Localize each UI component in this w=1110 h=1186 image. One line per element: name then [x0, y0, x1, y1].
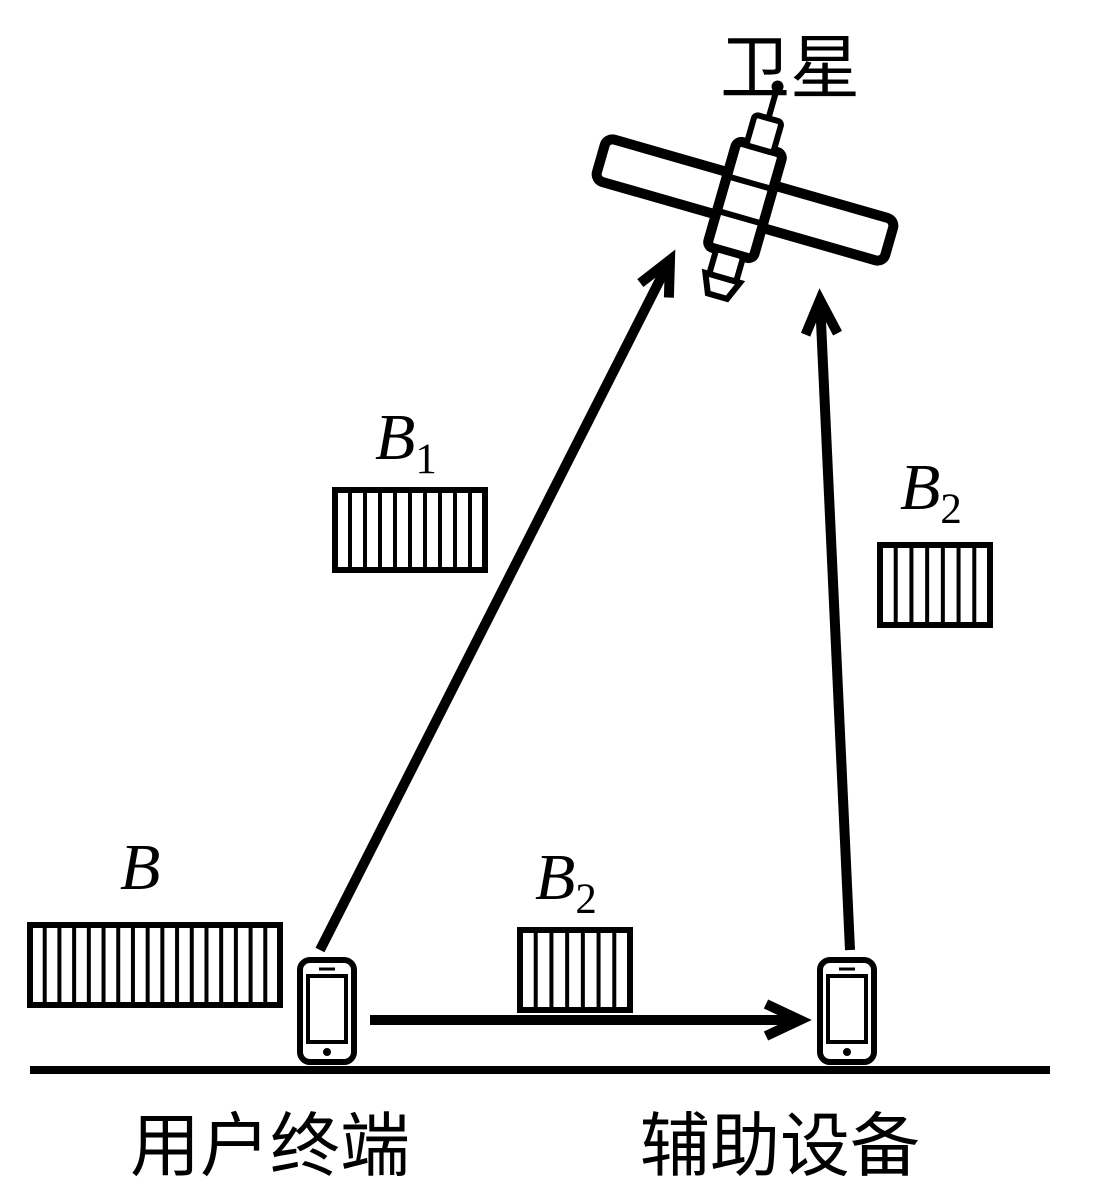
label-B1-letter: B	[375, 401, 415, 474]
phone-aux-device-icon	[820, 960, 874, 1062]
hatch-block-B1	[335, 490, 485, 570]
aux-device-label: 辅助设备	[640, 1090, 920, 1186]
label-B-letter: B	[120, 831, 160, 904]
diagram-canvas	[0, 0, 1110, 1186]
label-B2-mid-letter: B	[535, 841, 575, 914]
user-terminal-text: 用户终端	[130, 1109, 410, 1186]
arrow-user-to-satellite	[320, 260, 670, 950]
hatch-block-B	[30, 925, 280, 1005]
aux-device-text: 辅助设备	[640, 1109, 920, 1186]
label-B2-right-letter: B	[900, 451, 940, 524]
user-terminal-label: 用户终端	[130, 1090, 410, 1186]
label-B2-right-sub: 2	[940, 486, 961, 533]
label-B1: B1	[375, 400, 437, 484]
label-B: B	[120, 830, 160, 906]
arrow-aux-to-satellite	[806, 300, 850, 950]
satellite-title-text: 卫星	[720, 31, 860, 108]
hatch-block-B2-mid	[520, 930, 630, 1010]
hatch-block-B2-right	[880, 545, 990, 625]
label-B2-mid-sub: 2	[575, 876, 596, 923]
satellite-title: 卫星	[720, 12, 860, 113]
label-B2-mid: B2	[535, 840, 597, 924]
label-B1-sub: 1	[415, 436, 436, 483]
label-B2-right: B2	[900, 450, 962, 534]
phone-user-terminal-icon	[300, 960, 354, 1062]
